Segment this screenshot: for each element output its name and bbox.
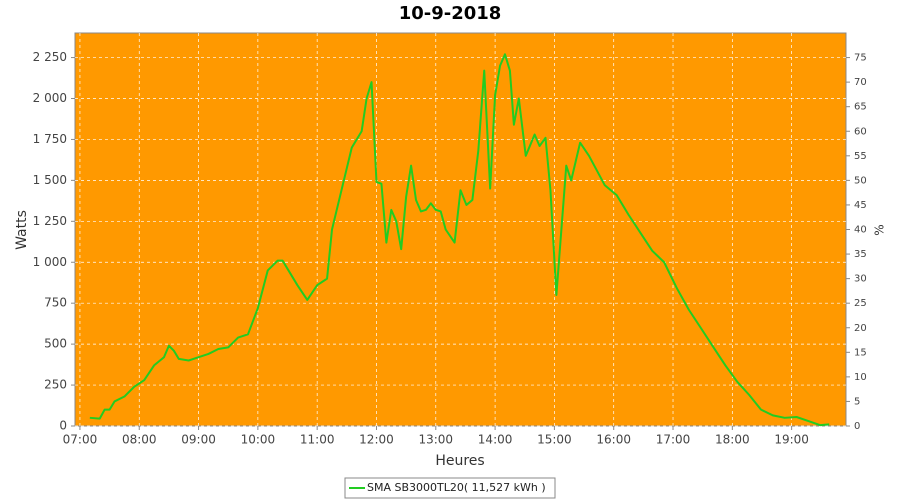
y-tick-label: 1 500 (33, 173, 67, 187)
x-axis-label: Heures (435, 453, 484, 469)
y2-tick-label: 15 (854, 347, 867, 358)
legend-label: SMA SB3000TL20( 11,527 kWh ) (367, 481, 546, 494)
y-tick-label: 2 000 (33, 91, 67, 105)
y-tick-label: 1 750 (33, 132, 67, 146)
x-tick-label: 12:00 (359, 433, 394, 447)
y2-tick-label: 5 (854, 396, 860, 407)
x-tick-label: 10:00 (241, 433, 276, 447)
y2-tick-label: 10 (854, 372, 867, 383)
y2-tick-label: 30 (854, 274, 867, 285)
x-tick-label: 18:00 (715, 433, 750, 447)
plot-area (74, 32, 847, 427)
line (89, 53, 830, 427)
y2-tick-label: 70 (854, 77, 867, 88)
y-tick-label: 250 (44, 378, 67, 392)
x-tick-label: 16:00 (596, 433, 631, 447)
x-tick-label: 13:00 (418, 433, 453, 447)
x-tick-label: 07:00 (63, 433, 98, 447)
y2-tick-label: 60 (854, 126, 867, 137)
y2-tick-label: 25 (854, 298, 867, 309)
y-tick-label: 2 250 (33, 50, 67, 64)
y-tick-label: 1 250 (33, 214, 67, 228)
y2-tick-label: 20 (854, 323, 867, 334)
y2-tick-label: 75 (854, 53, 867, 64)
y2-tick-label: 65 (854, 102, 867, 113)
x-tick-label: 19:00 (774, 433, 809, 447)
chart-title: 10-9-2018 (399, 3, 502, 24)
x-tick-label: 17:00 (656, 433, 691, 447)
legend-box (344, 477, 556, 499)
y2-tick-label: 0 (854, 421, 860, 432)
y-tick-label: 750 (44, 296, 67, 310)
x-tick-label: 09:00 (181, 433, 216, 447)
y2-tick-label: 35 (854, 249, 867, 260)
y-axis-label: Watts (14, 210, 30, 250)
y2-tick-label: 55 (854, 151, 867, 162)
x-tick-label: 08:00 (122, 433, 157, 447)
x-tick-label: 11:00 (300, 433, 335, 447)
y-tick-label: 500 (44, 337, 67, 351)
y2-tick-label: 40 (854, 225, 867, 236)
x-tick-label: 14:00 (478, 433, 513, 447)
y2-tick-label: 45 (854, 200, 867, 211)
y-tick-label: 1 000 (33, 255, 67, 269)
y-tick-label: 0 (59, 419, 67, 433)
y2-axis-label: % (873, 224, 887, 235)
x-tick-label: 15:00 (537, 433, 572, 447)
y2-tick-label: 50 (854, 175, 867, 186)
